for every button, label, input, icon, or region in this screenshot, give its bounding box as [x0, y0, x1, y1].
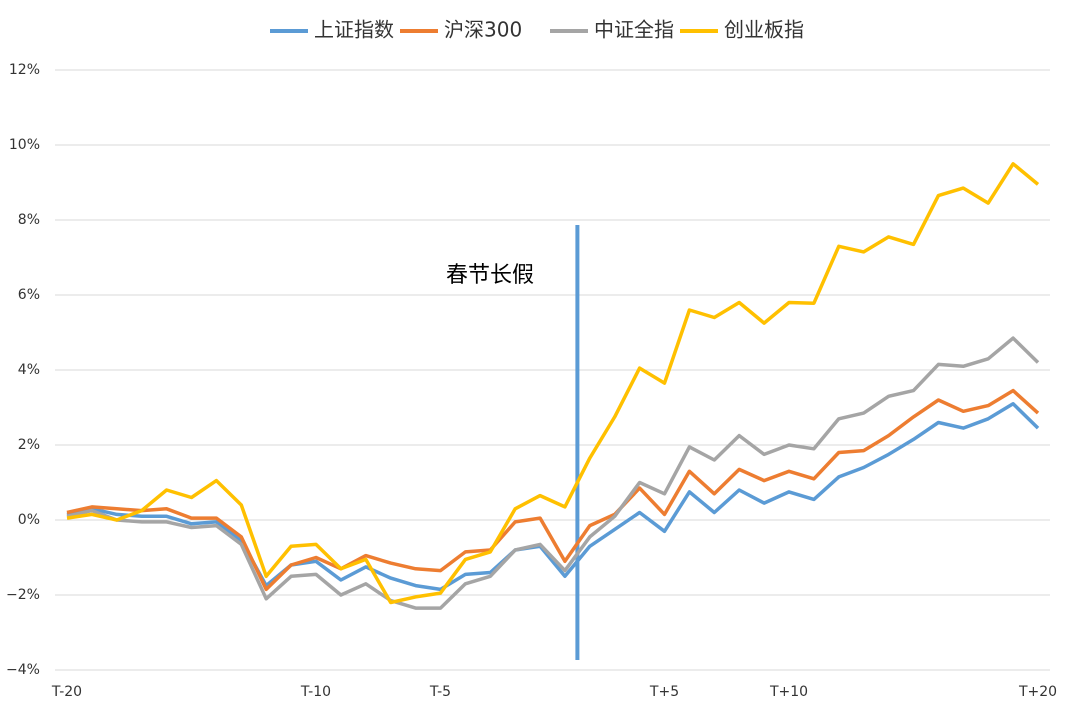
y-tick-label: 0% — [18, 512, 40, 528]
series-line — [66, 336, 1040, 610]
x-tick-label: T-20 — [51, 684, 82, 700]
legend-label: 上证指数 — [314, 18, 394, 42]
legend: 上证指数 沪深300 中证全指 创业板指 — [270, 18, 804, 42]
x-tick-label: T+5 — [649, 684, 679, 700]
y-tick-label: −2% — [6, 587, 40, 603]
y-tick-label: 10% — [9, 137, 40, 153]
series-line — [66, 402, 1040, 592]
y-tick-label: 6% — [18, 287, 40, 303]
y-tick-label: 12% — [9, 62, 40, 78]
x-tick-label: T-5 — [429, 684, 451, 700]
y-tick-label: 2% — [18, 437, 40, 453]
series-line — [66, 388, 1040, 592]
y-tick-label: 8% — [18, 212, 40, 228]
y-tick-label: −4% — [6, 662, 40, 678]
x-tick-label: T+10 — [769, 684, 808, 700]
annotation: 春节长假 — [446, 263, 534, 288]
y-tick-label: 4% — [18, 362, 40, 378]
legend-label: 中证全指 — [594, 18, 674, 42]
x-tick-label: T+20 — [1018, 684, 1057, 700]
legend-label: 创业板指 — [724, 18, 804, 42]
series-line — [66, 162, 1040, 605]
x-tick-label: T-10 — [300, 684, 331, 700]
legend-label: 沪深300 — [444, 18, 522, 42]
